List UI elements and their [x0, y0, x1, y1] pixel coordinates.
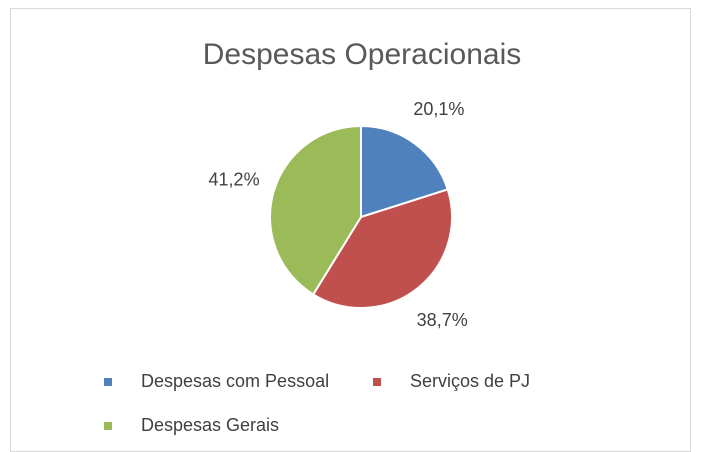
pie-slice	[360, 124, 449, 219]
pie-slice	[269, 124, 362, 296]
legend-label: Despesas com Pessoal	[141, 371, 329, 391]
data-label: 38,7%	[417, 310, 468, 330]
pie-slice	[311, 188, 453, 309]
legend-swatch	[373, 378, 381, 386]
data-label: 20,1%	[413, 99, 464, 119]
data-label: 41,2%	[209, 170, 260, 190]
legend-swatch	[104, 378, 112, 386]
legend-label: Serviços de PJ	[410, 371, 530, 391]
legend-swatch	[104, 422, 112, 430]
legend-label: Despesas Gerais	[141, 415, 279, 435]
chart-title: Despesas Operacionais	[203, 38, 522, 71]
